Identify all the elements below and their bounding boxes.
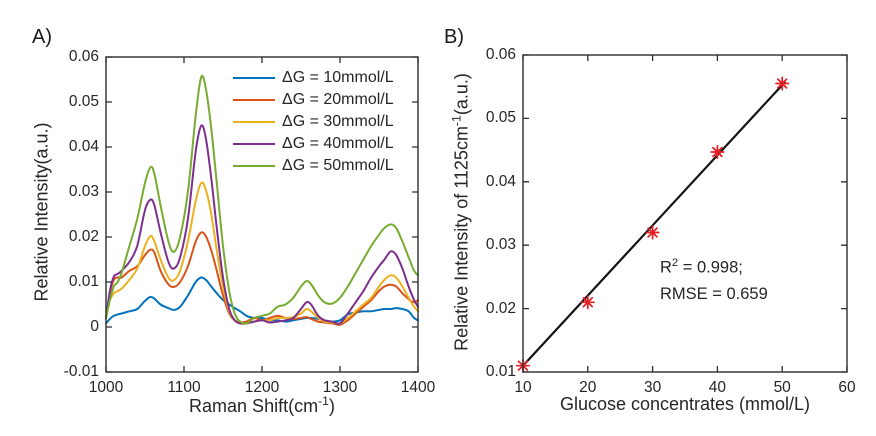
panel-a-axes-box	[105, 56, 419, 373]
legend-entry-label: ΔG = 10mmol/L	[282, 69, 394, 86]
panel-b-xtick-label: 50	[773, 379, 791, 396]
panel-b-ytick-label: 0.04	[485, 172, 516, 190]
legend-entry: ΔG = 20mmol/L	[233, 89, 394, 111]
panel-a-ytick-label: 0.02	[68, 228, 99, 245]
panel-a-letter: A)	[32, 26, 52, 48]
spectrum-curve	[105, 231, 419, 326]
legend-entry-label: ΔG = 30mmol/L	[282, 113, 394, 130]
legend-entry: ΔG = 50mmol/L	[233, 155, 394, 177]
r-squared-text: R2 = 0.998;	[660, 257, 743, 277]
legend-entry-label: ΔG = 50mmol/L	[282, 157, 394, 174]
panel-a-ytick-label: 0.01	[68, 273, 99, 290]
panel-a-xtick-label: 1400	[400, 379, 436, 396]
legend-entry-label: ΔG = 20mmol/L	[282, 91, 394, 108]
panel-b-ytick-label: 0.06	[485, 46, 516, 63]
panel-a-legend: ΔG = 10mmol/L ΔG = 20mmol/L ΔG = 30mmol/L Δ…	[233, 67, 394, 177]
legend-line-swatch	[233, 120, 275, 124]
panel-a-xtick-label: 1100	[167, 379, 201, 396]
legend-entry: ΔG = 40mmol/L	[233, 133, 394, 155]
legend-line-swatch	[233, 164, 275, 168]
panel-a-xtick-label: 1000	[88, 379, 124, 396]
rmse-text: RMSE = 0.659	[660, 284, 768, 303]
panel-a-ytick-label: 0.05	[68, 93, 99, 110]
panel-b-xtick-label: 30	[643, 379, 662, 396]
panel-b-xtick-label: 40	[708, 379, 727, 396]
panel-a-ytick-label: 0.04	[68, 138, 99, 155]
panel-a-xtick-label: 1300	[322, 379, 358, 396]
panel-b-ytick-label: 0.03	[485, 236, 516, 254]
legend-entry-label: ΔG = 40mmol/L	[282, 135, 394, 152]
panel-a-ytick-label: 0	[90, 318, 99, 335]
panel-a-xtick-label: 1200	[244, 379, 280, 396]
panel-b-ytick-label: 0.05	[485, 109, 516, 127]
panel-a-ytick-label: 0.06	[68, 48, 99, 65]
panel-b-letter: B)	[444, 26, 464, 48]
panel-a-ytick-label: 0.03	[68, 183, 99, 200]
panel-a-xlabel: Raman Shift(cm-1)	[189, 394, 335, 416]
fit-line	[522, 80, 787, 367]
panel-b-xtick-label: 20	[579, 379, 597, 396]
panel-b-ytick-label: 0.02	[485, 299, 516, 317]
panel-b-xtick-label: 60	[838, 379, 856, 396]
legend-line-swatch	[233, 142, 275, 146]
legend-entry: ΔG = 30mmol/L	[233, 111, 394, 133]
spectrum-curve	[105, 74, 419, 325]
legend-entry: ΔG = 10mmol/L	[233, 67, 394, 89]
panel-b-tick-marks	[522, 54, 848, 373]
panel-b-xtick-label: 10	[514, 379, 532, 396]
fit-stats-annotation: R2 = 0.998; RMSE = 0.659	[660, 250, 768, 307]
spectrum-curve	[105, 276, 419, 325]
panel-b-xlabel: Glucose concentrates (mmol/L)	[559, 394, 811, 414]
panel-b-axes-box	[522, 54, 848, 373]
spectrum-curve	[105, 124, 419, 325]
panel-a-ytick-label: -0.01	[63, 363, 99, 380]
legend-line-swatch	[233, 76, 275, 80]
panel-b-ytick-label: 0.01	[485, 363, 516, 380]
legend-line-swatch	[233, 98, 275, 102]
